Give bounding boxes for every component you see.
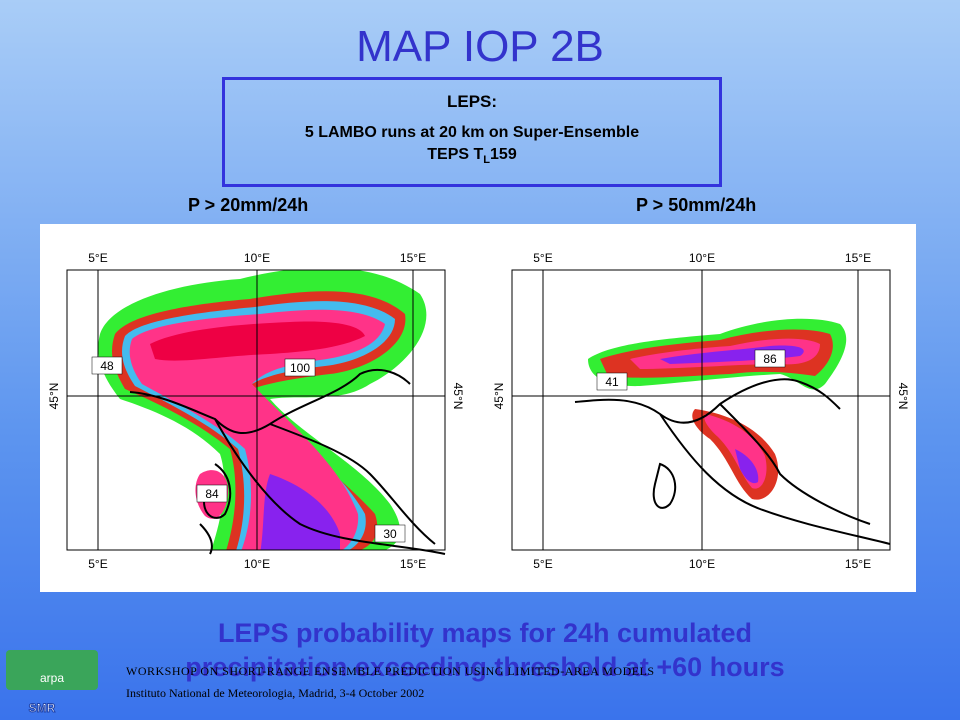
info-box: LEPS: 5 LAMBO runs at 20 km on Super-Ens…: [222, 77, 722, 187]
caption-line: LEPS probability maps for 24h cumulated: [217, 618, 753, 648]
value-box: [596, 372, 628, 391]
lon-label: 15°E: [845, 557, 871, 571]
lon-label: 10°E: [689, 557, 715, 571]
value-label: 41: [605, 375, 619, 389]
value-box: [284, 358, 316, 377]
lon-label: 10°E: [689, 251, 715, 265]
coastlines: [129, 368, 891, 555]
lon-label: 15°E: [845, 251, 871, 265]
box-heading: LEPS:: [446, 92, 498, 111]
value-label: 48: [100, 359, 114, 373]
footer: WORKSHOP ON SHORT-RANGE ENSEMBLE PREDICT…: [126, 660, 655, 704]
lon-label: 10°E: [244, 557, 270, 571]
map-frame: [66, 269, 446, 551]
box-line: 5 LAMBO runs at 20 km on Super-Ensemble: [304, 124, 640, 141]
value-label: 100: [290, 361, 310, 375]
lon-label: 5°E: [88, 557, 107, 571]
value-box: [91, 356, 123, 375]
lat-label: 45°N: [896, 383, 910, 410]
logo-bg: [6, 650, 98, 690]
slide-title: MAP IOP 2B: [356, 22, 604, 71]
logo-bottom: SMR: [29, 701, 56, 715]
value-box: [374, 524, 406, 543]
value-label: 84: [205, 487, 219, 501]
lon-label: 5°E: [88, 251, 107, 265]
lon-label: 5°E: [533, 251, 552, 265]
map-label: P > 20mm/24h: [188, 195, 309, 215]
map-frame: [511, 269, 891, 551]
value-box: [196, 484, 228, 503]
caption-line: precipitation exceeding threshold at +60…: [185, 652, 785, 682]
lat-label: 45°N: [451, 383, 465, 410]
map-label: P > 50mm/24h: [636, 195, 757, 215]
box-text: 159: [490, 146, 517, 163]
lat-label: 45°N: [492, 383, 506, 410]
caption: LEPS probability maps for 24h cumulated …: [0, 616, 960, 684]
value-box: [754, 349, 786, 368]
value-label: 30: [383, 527, 397, 541]
value-label: 86: [763, 352, 777, 366]
lon-label: 5°E: [533, 557, 552, 571]
footer-line: WORKSHOP ON SHORT-RANGE ENSEMBLE PREDICT…: [126, 664, 655, 678]
precip-field: [98, 270, 427, 550]
box-text: TEPS T: [427, 146, 484, 163]
lon-label: 10°E: [244, 251, 270, 265]
lat-label: 45°N: [47, 383, 61, 410]
box-sub: L: [483, 154, 491, 167]
lon-label: 15°E: [400, 557, 426, 571]
lon-label: 15°E: [400, 251, 426, 265]
logo-top: arpa: [40, 671, 64, 685]
footer-line: Instituto National de Meteorologia, Madr…: [126, 686, 425, 700]
maps-panel: 5°E 5°E 10°E 10°E 15°E 15°E 45°N 45°N 48 100 84 30 5…: [40, 224, 916, 592]
logo: arpa SMR: [6, 650, 98, 716]
box-line: TEPS TL159: [225, 146, 719, 166]
